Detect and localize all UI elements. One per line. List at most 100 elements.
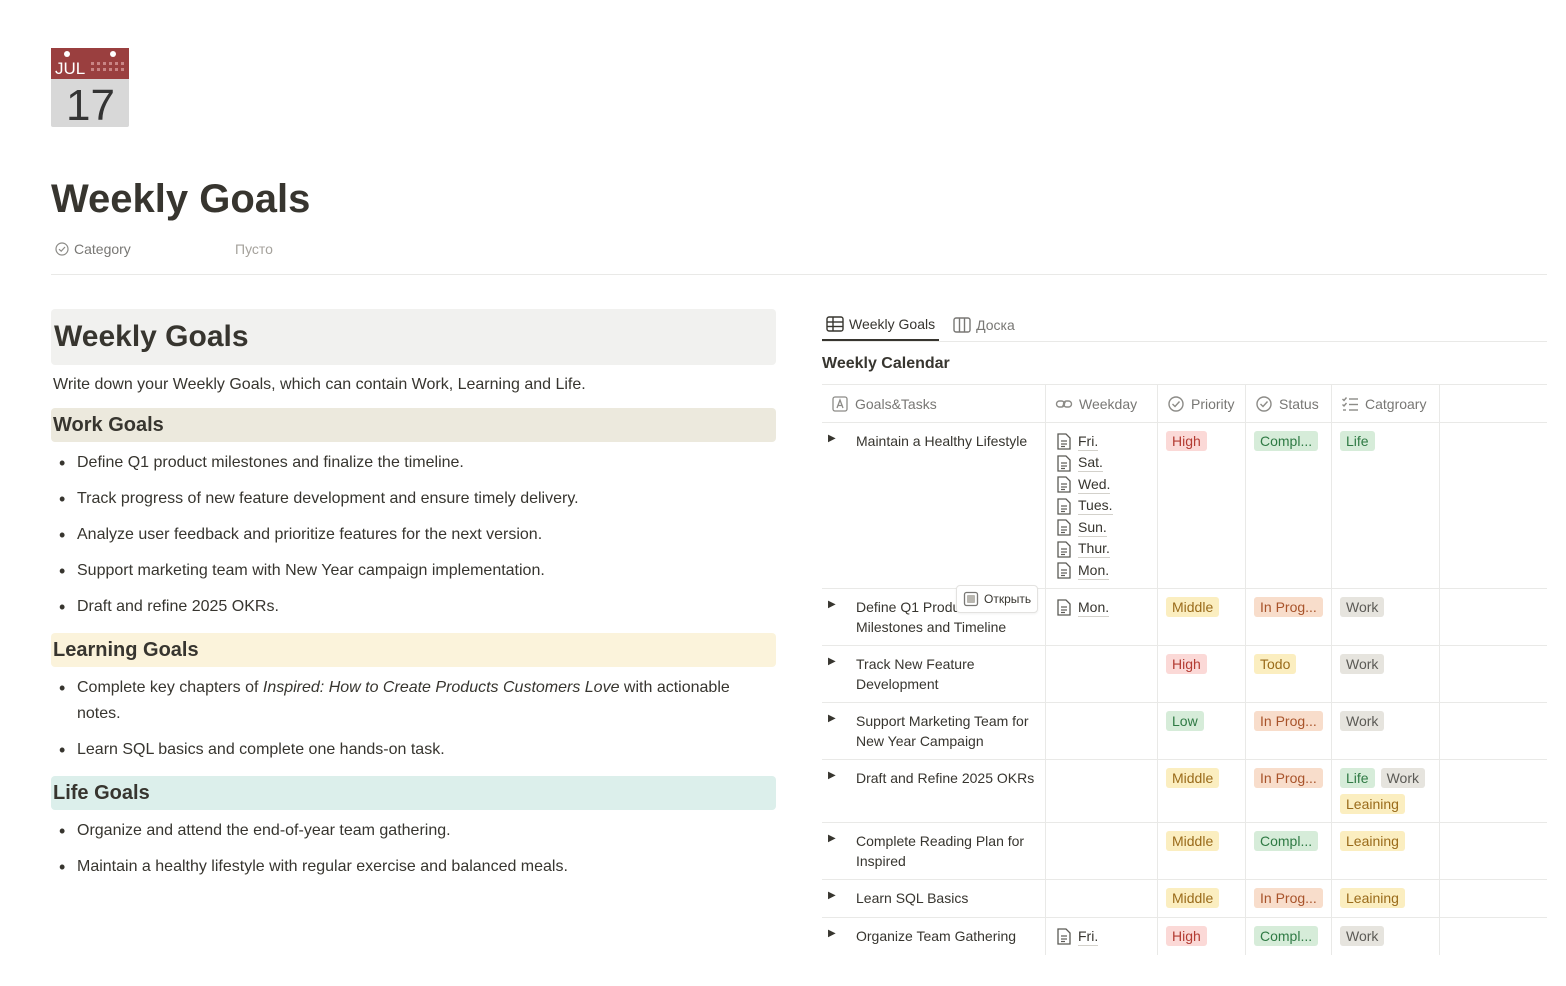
database-view: Weekly Goals Доска Weekly Calendar Goals…	[822, 309, 1547, 955]
priority-tag: High	[1166, 431, 1207, 451]
weekday-link[interactable]: Mon.	[1056, 597, 1157, 619]
weekday-cell[interactable]	[1046, 703, 1158, 759]
table-row[interactable]: ▶ Complete Reading Plan for Inspired Midd…	[822, 823, 1547, 880]
weekday-link[interactable]: Sun.	[1056, 517, 1157, 539]
status-cell[interactable]: In Prog...	[1246, 703, 1332, 759]
category-tag: Life	[1340, 431, 1375, 451]
status-cell[interactable]: In Prog...	[1246, 760, 1332, 822]
table-row[interactable]: ▶ Draft and Refine 2025 OKRs Middle In Pr…	[822, 760, 1547, 823]
status-circle-icon	[1256, 395, 1272, 412]
page-icon	[1057, 928, 1071, 945]
weekday-cell[interactable]	[1046, 760, 1158, 822]
table-row[interactable]: ▶ Maintain a Healthy Lifestyle Fri. Sat. …	[822, 423, 1547, 589]
status-cell[interactable]: Compl...	[1246, 918, 1332, 955]
page-icon	[1057, 455, 1071, 472]
table-row[interactable]: ▶ Support Marketing Team for New Year Cam…	[822, 703, 1547, 760]
weekday-cell[interactable]: Fri.	[1046, 918, 1158, 955]
status-cell[interactable]: Todo	[1246, 646, 1332, 702]
category-cell[interactable]: Leaining	[1332, 823, 1440, 879]
column-header-status[interactable]: Status	[1246, 385, 1332, 422]
category-cell[interactable]: Leaining	[1332, 880, 1440, 917]
priority-cell[interactable]: Middle	[1158, 823, 1246, 879]
expand-toggle-icon[interactable]: ▶	[828, 713, 836, 724]
text-property-icon	[832, 395, 848, 412]
expand-toggle-icon[interactable]: ▶	[828, 656, 836, 667]
list-item: Organize and attend the end-of-year team…	[51, 818, 776, 844]
priority-cell[interactable]: High	[1158, 646, 1246, 702]
database-title[interactable]: Weekly Calendar	[822, 355, 950, 372]
priority-tag: High	[1166, 926, 1207, 946]
title-cell[interactable]: ▶ Support Marketing Team for New Year Cam…	[822, 703, 1046, 759]
priority-cell[interactable]: Middle	[1158, 589, 1246, 645]
expand-toggle-icon[interactable]: ▶	[828, 890, 836, 901]
column-header-goals[interactable]: Goals&Tasks	[822, 385, 1046, 422]
category-cell[interactable]: Work	[1332, 703, 1440, 759]
expand-toggle-icon[interactable]: ▶	[828, 770, 836, 781]
expand-toggle-icon[interactable]: ▶	[828, 928, 836, 939]
weekday-link[interactable]: Tues.	[1056, 496, 1157, 518]
tab-weekly-goals[interactable]: Weekly Goals	[822, 309, 940, 341]
weekday-cell[interactable]: Mon.	[1046, 589, 1158, 645]
category-cell[interactable]: Work	[1332, 589, 1440, 645]
calendar-day: 17	[66, 81, 115, 127]
status-cell[interactable]: Compl...	[1246, 823, 1332, 879]
book-title: Inspired: How to Create Products Custome…	[262, 679, 620, 696]
category-tag: Work	[1340, 597, 1385, 617]
status-circle-icon	[1168, 395, 1184, 412]
tab-board[interactable]: Доска	[949, 309, 1019, 340]
priority-cell[interactable]: Low	[1158, 703, 1246, 759]
status-tag: Todo	[1254, 654, 1297, 674]
priority-cell[interactable]: High	[1158, 918, 1246, 955]
weekday-cell[interactable]	[1046, 823, 1158, 879]
category-tag: Leaining	[1340, 794, 1405, 814]
status-cell[interactable]: Compl...	[1246, 423, 1332, 588]
table-row[interactable]: ▶ Define Q1 Produ… Milestones and Timelin…	[822, 589, 1547, 646]
expand-toggle-icon[interactable]: ▶	[828, 833, 836, 844]
weekday-link[interactable]: Mon.	[1056, 560, 1157, 582]
title-cell[interactable]: ▶ Learn SQL Basics	[822, 880, 1046, 917]
column-header-category[interactable]: Catgroary	[1332, 385, 1440, 422]
life-goals-heading: Life Goals	[51, 776, 776, 810]
weekday-cell[interactable]	[1046, 646, 1158, 702]
category-cell[interactable]: Life	[1332, 423, 1440, 588]
title-cell[interactable]: ▶ Define Q1 Produ… Milestones and Timelin…	[822, 589, 1046, 645]
expand-toggle-icon[interactable]: ▶	[828, 599, 836, 610]
category-cell[interactable]: Work	[1332, 918, 1440, 955]
list-item: Track progress of new feature developmen…	[51, 486, 776, 512]
expand-toggle-icon[interactable]: ▶	[828, 433, 836, 444]
category-tag: Leaining	[1340, 831, 1405, 851]
table-row[interactable]: ▶ Learn SQL Basics Middle In Prog... Leai…	[822, 880, 1547, 918]
column-header-priority[interactable]: Priority	[1158, 385, 1246, 422]
title-cell[interactable]: ▶ Organize Team Gathering	[822, 918, 1046, 955]
empty-cell	[1440, 760, 1547, 822]
priority-cell[interactable]: Middle	[1158, 760, 1246, 822]
title-cell[interactable]: ▶ Complete Reading Plan for Inspired	[822, 823, 1046, 879]
table-row[interactable]: ▶ Track New Feature Development High Todo…	[822, 646, 1547, 703]
weekday-link[interactable]: Thur.	[1056, 539, 1157, 561]
column-header-empty	[1440, 385, 1547, 422]
title-cell[interactable]: ▶ Draft and Refine 2025 OKRs	[822, 760, 1046, 822]
title-cell[interactable]: ▶ Maintain a Healthy Lifestyle	[822, 423, 1046, 588]
category-cell[interactable]: Work	[1332, 646, 1440, 702]
status-cell[interactable]: In Prog...	[1246, 880, 1332, 917]
priority-tag: Middle	[1166, 768, 1220, 788]
weekday-link[interactable]: Wed.	[1056, 474, 1157, 496]
category-cell[interactable]: Life Work Leaining	[1332, 760, 1440, 822]
weekday-link[interactable]: Fri.	[1056, 926, 1157, 948]
weekday-cell[interactable]: Fri. Sat. Wed. Tues. Sun. Thur. Mon.	[1046, 423, 1158, 588]
priority-cell[interactable]: Middle	[1158, 880, 1246, 917]
status-cell[interactable]: In Prog...	[1246, 589, 1332, 645]
open-page-button[interactable]: Открыть	[956, 585, 1039, 613]
column-header-weekday[interactable]: Weekday	[1046, 385, 1158, 422]
learning-goals-list: Complete key chapters of Inspired: How t…	[51, 675, 776, 763]
priority-cell[interactable]: High	[1158, 423, 1246, 588]
status-tag: In Prog...	[1254, 711, 1323, 731]
weekday-link[interactable]: Fri.	[1056, 431, 1157, 453]
open-in-side-peek-icon	[963, 591, 979, 607]
table-row[interactable]: ▶ Organize Team Gathering Fri. High Compl…	[822, 918, 1547, 955]
category-property[interactable]: Category Пусто	[51, 238, 273, 260]
weekday-link[interactable]: Sat.	[1056, 453, 1157, 475]
property-value[interactable]: Пусто	[235, 241, 273, 257]
weekday-cell[interactable]	[1046, 880, 1158, 917]
title-cell[interactable]: ▶ Track New Feature Development	[822, 646, 1046, 702]
